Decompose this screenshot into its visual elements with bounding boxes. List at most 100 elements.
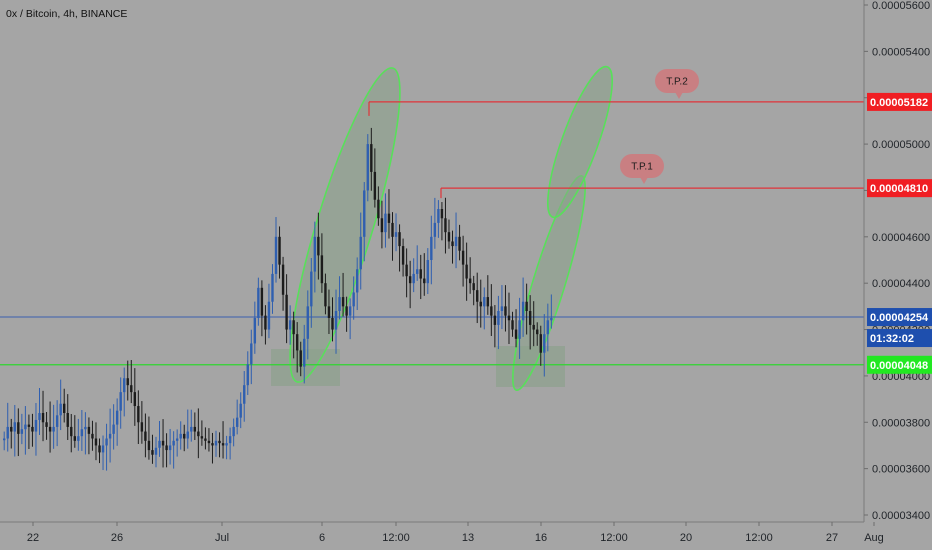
tag-tp2: 0.00005182	[867, 92, 932, 111]
candle-body	[186, 431, 189, 439]
candle-body	[405, 264, 408, 277]
tag-countdown: 01:32:02	[867, 329, 932, 348]
candle-body	[278, 236, 281, 265]
candle-body	[412, 273, 415, 284]
candle-body	[41, 413, 45, 423]
candle-body	[511, 320, 514, 330]
bubble-pointer	[675, 92, 683, 99]
candle-body	[458, 236, 461, 251]
y-tick-label: 0.00005000	[872, 139, 930, 151]
candle-body	[359, 236, 362, 270]
candle-body	[70, 426, 73, 437]
candle-body	[207, 440, 211, 444]
candle-body	[10, 426, 13, 432]
candle-body	[101, 445, 105, 453]
candle-body	[416, 269, 419, 274]
candle-body	[543, 334, 546, 353]
candle-body	[327, 306, 331, 318]
candle-body	[299, 350, 302, 367]
candle-body	[451, 241, 454, 247]
candle-body	[387, 213, 391, 223]
candle-body	[507, 315, 511, 321]
y-tick-label: 0.00004000	[872, 371, 930, 383]
candle-body	[3, 438, 6, 441]
candle-body	[144, 431, 147, 441]
candle-body	[175, 438, 179, 441]
symbol-title: 0x / Bitcoin, 4h, BINANCE	[6, 8, 127, 20]
bubble-label: T.P.2	[666, 77, 688, 88]
x-tick-label: 6	[319, 532, 325, 544]
candle-body	[440, 209, 444, 219]
candle-body	[6, 426, 9, 439]
candle-body	[348, 306, 352, 316]
candle-body	[331, 317, 334, 330]
candle-body	[419, 269, 422, 279]
candle-body	[525, 301, 528, 311]
candle-body	[250, 343, 253, 365]
candle-body	[472, 283, 475, 291]
x-tick-label: Jul	[215, 532, 229, 544]
candle-body	[154, 447, 158, 455]
candle-body	[204, 438, 207, 441]
callout-tp1: T.P.1	[620, 154, 664, 184]
candle-body	[479, 301, 482, 307]
candle-body	[373, 171, 377, 200]
candle-body	[105, 438, 108, 446]
candle-body	[133, 392, 137, 407]
candle-body	[306, 306, 309, 339]
candle-body	[317, 236, 320, 256]
tag-text: 0.00005182	[870, 97, 928, 109]
candle-body	[243, 385, 246, 404]
candle-body	[391, 222, 394, 237]
candle-body	[433, 222, 437, 237]
tag-box	[867, 92, 932, 111]
candle-body	[172, 440, 175, 446]
tag-box	[867, 329, 932, 348]
candle-body	[267, 301, 271, 330]
candle-body	[221, 443, 225, 446]
tag-support: 0.00004048	[867, 355, 932, 374]
x-tick-label: 12:00	[382, 532, 410, 544]
candle-body	[232, 426, 235, 437]
candle-body	[521, 301, 525, 321]
tag-last-price: 0.00004254	[867, 308, 932, 327]
candle-body	[190, 426, 193, 432]
candle-body	[80, 429, 84, 437]
tag-box	[867, 355, 932, 374]
candle-body	[45, 422, 48, 427]
candle-body	[193, 426, 197, 432]
candle-body	[532, 324, 535, 330]
candle-body	[59, 403, 62, 416]
y-tick-label: 0.00005600	[872, 0, 930, 12]
tp-callouts: T.P.1 T.P.2	[620, 69, 699, 184]
candle-body	[17, 422, 20, 434]
level-lines	[0, 101, 864, 366]
x-tick-label: 26	[111, 532, 123, 544]
candle-body	[384, 213, 387, 233]
candle-body	[200, 436, 204, 439]
candle-body	[137, 406, 140, 423]
candle-body	[168, 445, 172, 451]
candle-body	[352, 292, 355, 307]
candle-body	[504, 306, 507, 316]
candle-body	[214, 440, 218, 446]
candle-body	[235, 417, 239, 427]
candle-body	[444, 218, 447, 233]
y-tick-label: 0.00003800	[872, 417, 930, 429]
candle-body	[401, 246, 405, 265]
candle-body	[94, 438, 98, 446]
candle-body	[281, 264, 285, 295]
candle-body	[20, 429, 24, 434]
candle-body	[140, 422, 144, 432]
candle-body	[13, 422, 16, 432]
candle-body	[161, 440, 165, 446]
candle-body	[115, 410, 119, 425]
candle-body	[497, 311, 500, 325]
candle-body	[345, 306, 348, 316]
candle-body	[24, 424, 27, 430]
candle-body	[370, 144, 373, 172]
candle-body	[292, 320, 295, 335]
tag-text: 0.00004254	[870, 312, 929, 324]
candle-body	[179, 433, 182, 439]
